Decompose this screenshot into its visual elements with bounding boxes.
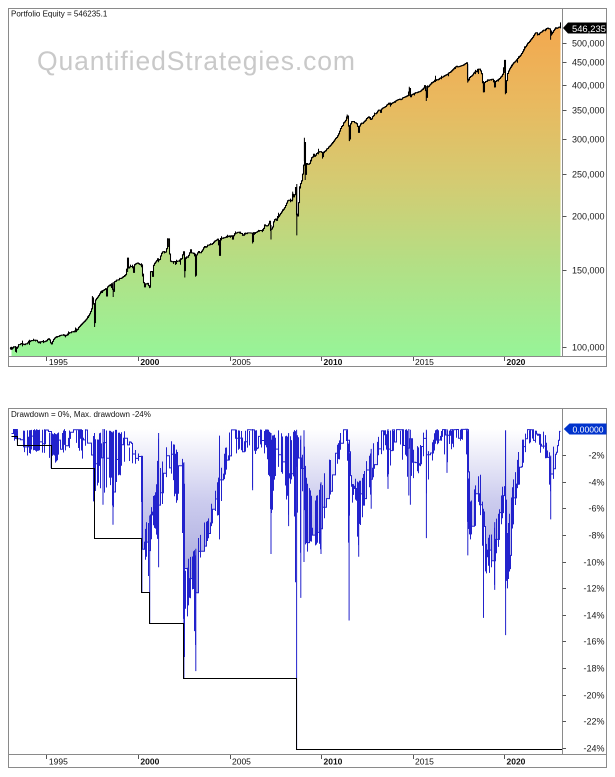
svg-text:1995: 1995 (49, 757, 68, 767)
svg-text:-10%: -10% (583, 558, 604, 568)
svg-text:350,000: 350,000 (572, 106, 605, 116)
svg-text:2005: 2005 (232, 757, 251, 767)
svg-text:0.00000: 0.00000 (573, 424, 604, 434)
svg-text:546,235: 546,235 (572, 23, 606, 34)
svg-text:500,000: 500,000 (572, 39, 605, 49)
svg-text:1995: 1995 (49, 357, 68, 367)
svg-text:-6%: -6% (588, 504, 604, 514)
svg-text:Drawdown = 0%, Max. drawdown -: Drawdown = 0%, Max. drawdown -24% (11, 410, 151, 419)
svg-text:2000: 2000 (140, 757, 159, 767)
svg-text:-8%: -8% (588, 531, 604, 541)
svg-text:Portfolio Equity = 546235.1: Portfolio Equity = 546235.1 (11, 10, 108, 19)
svg-text:-24%: -24% (583, 744, 604, 754)
svg-text:-16%: -16% (583, 637, 604, 647)
svg-text:2015: 2015 (415, 357, 434, 367)
svg-text:100,000: 100,000 (572, 343, 605, 353)
svg-text:-18%: -18% (583, 664, 604, 674)
svg-text:300,000: 300,000 (572, 135, 605, 145)
svg-text:450,000: 450,000 (572, 58, 605, 68)
svg-text:-22%: -22% (583, 717, 604, 727)
svg-text:-20%: -20% (583, 691, 604, 701)
svg-text:QuantifiedStrategies.com: QuantifiedStrategies.com (37, 46, 355, 76)
svg-text:-12%: -12% (583, 584, 604, 594)
svg-text:2005: 2005 (232, 357, 251, 367)
svg-text:2020: 2020 (507, 357, 526, 367)
svg-text:150,000: 150,000 (572, 266, 605, 276)
svg-text:-4%: -4% (588, 478, 604, 488)
svg-text:2010: 2010 (324, 357, 343, 367)
svg-text:400,000: 400,000 (572, 81, 605, 91)
svg-text:2015: 2015 (415, 757, 434, 767)
svg-text:2020: 2020 (507, 757, 526, 767)
svg-text:2010: 2010 (324, 757, 343, 767)
svg-text:-14%: -14% (583, 611, 604, 621)
svg-text:250,000: 250,000 (572, 170, 605, 180)
svg-text:-2%: -2% (588, 451, 604, 461)
svg-text:2000: 2000 (140, 357, 159, 367)
svg-text:200,000: 200,000 (572, 212, 605, 222)
